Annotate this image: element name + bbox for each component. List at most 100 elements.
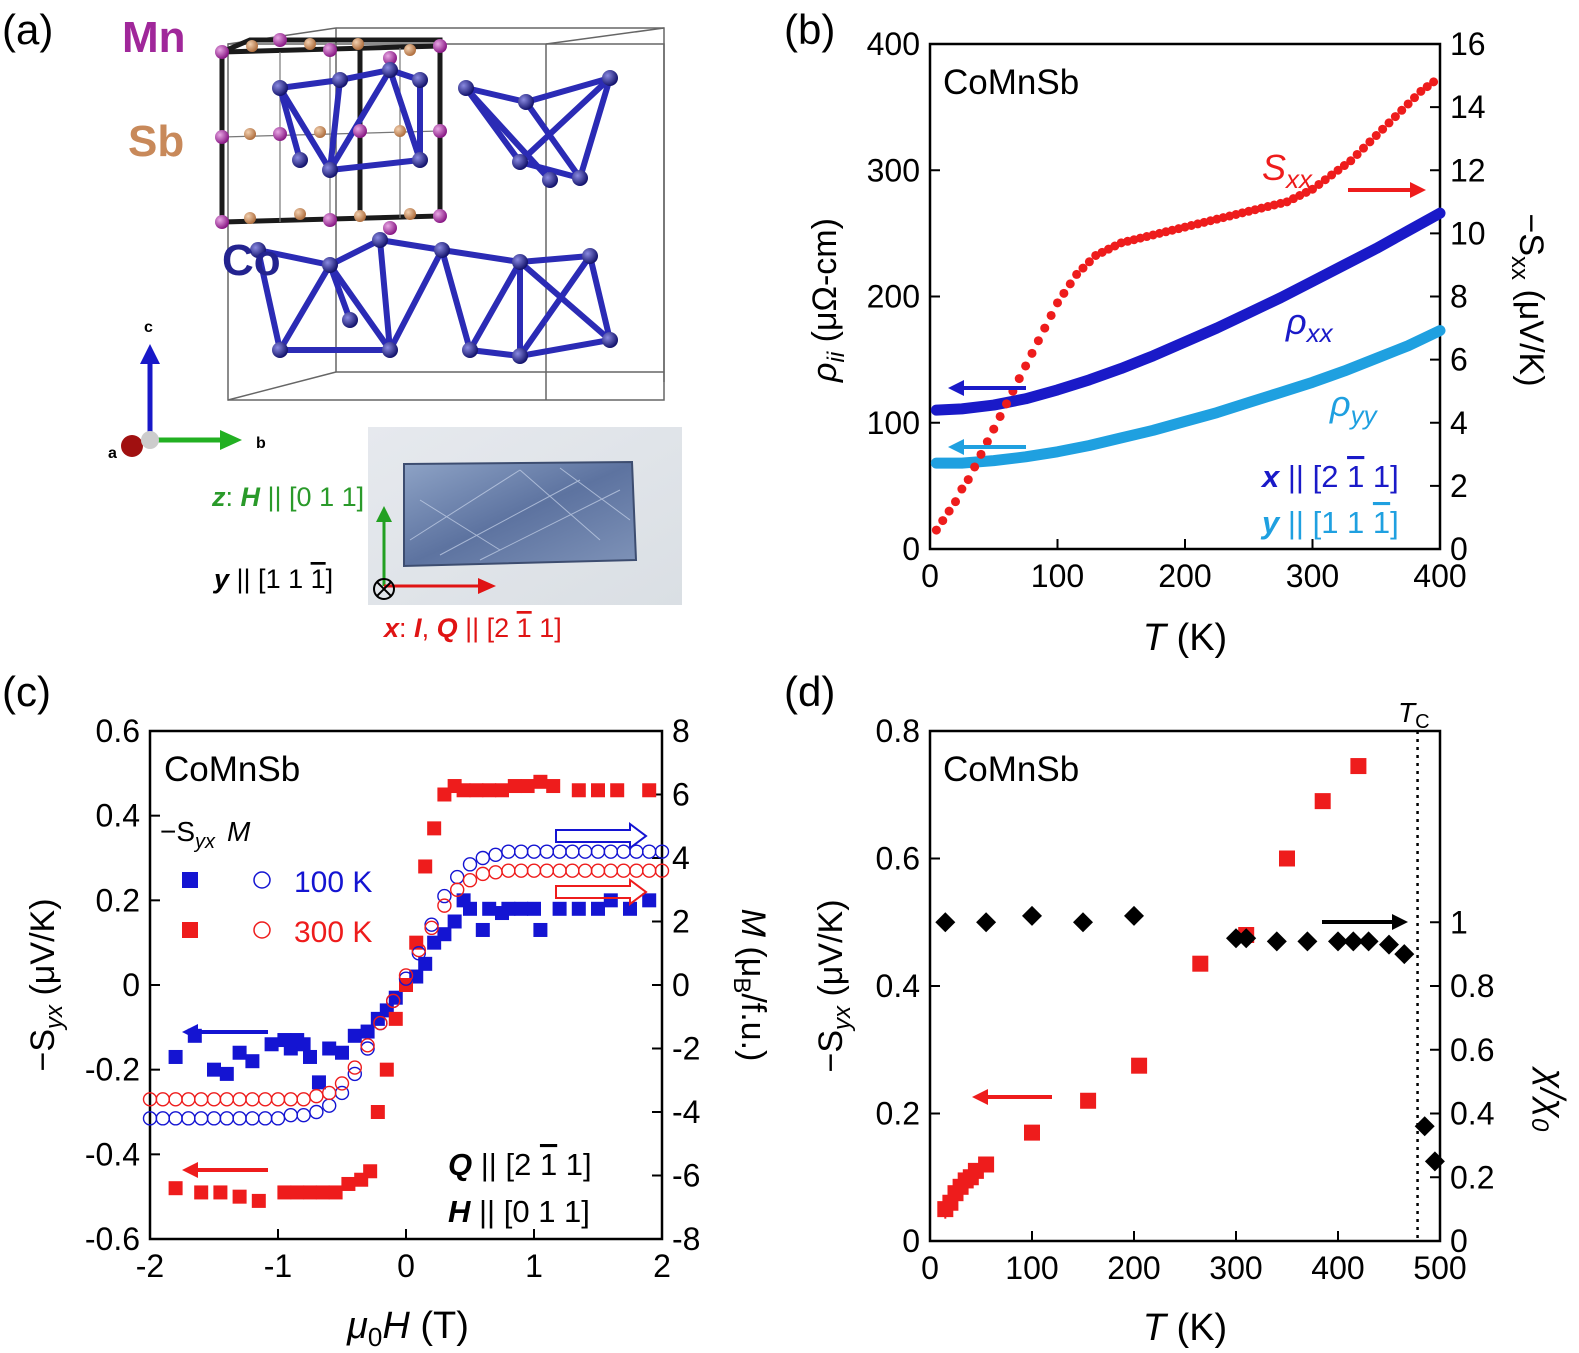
syx-point [245, 1054, 260, 1069]
sxx-point [1403, 99, 1413, 109]
m-point [514, 844, 529, 859]
syx-point [379, 1062, 394, 1077]
z-direction-label: z: H || [0 1 1] [211, 482, 364, 512]
sxx-point [1308, 184, 1317, 194]
m-point [590, 863, 606, 878]
x-axis-title: T (K) [1143, 617, 1227, 659]
y-tick-label: 0.2 [876, 1096, 920, 1132]
m-point [360, 1038, 375, 1053]
y-tick-label: 0.4 [96, 798, 140, 834]
y2-tick-label: 8 [1450, 279, 1468, 315]
y-tick-label: -0.4 [85, 1136, 140, 1172]
syx-point [251, 1193, 266, 1208]
x-tick-label: 400 [1413, 558, 1466, 594]
sxx-point [1021, 361, 1031, 371]
panel-b-label: (b) [784, 6, 835, 53]
y2-tick-label: 0 [1450, 1223, 1468, 1259]
sxx-point [1397, 105, 1407, 115]
syx-point [213, 1185, 228, 1200]
m-point [283, 1092, 298, 1107]
plot-frame [928, 729, 1442, 1243]
y2-tick-label: 4 [672, 840, 690, 876]
syx-point [507, 779, 522, 794]
y2-tick-label: 0.8 [1450, 968, 1494, 1004]
m-point [398, 968, 414, 983]
y2-tick-label: 6 [1450, 342, 1468, 378]
m-point [424, 917, 439, 932]
sxx-point [951, 497, 960, 507]
sxx-point [1040, 323, 1050, 333]
y-tick-label: 0 [122, 967, 140, 1003]
syx-point [546, 779, 561, 794]
m-point [219, 1111, 235, 1126]
y2-axis-title: −Sxx (μV/K) [1506, 213, 1550, 386]
y-tick-label: 100 [867, 405, 920, 441]
m-point [347, 1060, 362, 1075]
m-point [309, 1088, 324, 1104]
chi-point [1414, 1116, 1435, 1137]
axis-triad: c b a [108, 319, 266, 462]
sxx-point [1378, 124, 1388, 134]
sxx-point [982, 437, 992, 447]
sxx-point [1327, 170, 1337, 180]
y2-axis-title: M (μB/f.u.) [728, 909, 772, 1062]
sxx-point [1065, 279, 1075, 289]
data-marks [142, 774, 670, 1208]
sxx-point [1346, 156, 1356, 166]
panel-a-crystal: (a) [2, 6, 682, 643]
y2-tick-label: -2 [672, 1031, 700, 1067]
y-direction-label: y || [1 1 1] [212, 564, 333, 594]
data-marks [935, 731, 1445, 1241]
syx-point [475, 922, 490, 937]
sxx-point [1429, 77, 1439, 87]
x-tick-label: -1 [264, 1248, 292, 1284]
m-point [450, 869, 465, 885]
syx-point [303, 1049, 317, 1064]
m-point [616, 844, 631, 859]
y-tick-label: 0.6 [876, 841, 920, 877]
legend-marker-300k-syx [182, 922, 198, 938]
syx-point [315, 1185, 330, 1200]
ticks: -2 -1 0 1 2 -0.6 -0.4 -0.2 0 0.2 0.4 0.6 -8 -6 -4 -2 0 2 4… [85, 713, 701, 1284]
syx-point [341, 1176, 356, 1191]
syx-point [520, 779, 535, 794]
chi-point [1328, 931, 1348, 952]
m-point [270, 1111, 286, 1126]
m-point [424, 920, 439, 936]
sxx-point [1416, 86, 1426, 96]
y2-tick-label: 8 [672, 713, 690, 749]
m-point [654, 844, 670, 859]
chi-point [976, 912, 997, 933]
m-point [193, 1092, 209, 1107]
m-point [168, 1092, 183, 1107]
m-point [501, 863, 516, 878]
m-point [603, 863, 618, 878]
m-point [206, 1111, 222, 1126]
m-point [552, 863, 567, 878]
m-point [258, 1111, 273, 1126]
syx-point [296, 1037, 311, 1052]
x-axis-title: T (K) [1143, 1307, 1227, 1349]
syx-point [469, 783, 484, 798]
y2-tick-label: 4 [1450, 405, 1468, 441]
sxx-point [1314, 179, 1324, 189]
m-point [360, 1041, 375, 1056]
syx-point [370, 1105, 385, 1119]
x-tick-label: -2 [136, 1248, 164, 1284]
panel-b-chart: (b) 0 100 200 300 40001002003004000246810121… [784, 6, 1550, 659]
m-point [219, 1092, 235, 1107]
x-tick-label: 0 [921, 1250, 939, 1286]
syx-point [482, 901, 497, 916]
sxx-point [1078, 263, 1088, 273]
y2-tick-label: -8 [672, 1221, 700, 1257]
y-tick-label: 0 [902, 1223, 920, 1259]
m-point [232, 1092, 247, 1107]
y2-tick-label: -6 [672, 1158, 700, 1194]
syx-point [418, 956, 433, 971]
x-tick-label: 300 [1286, 558, 1339, 594]
y2-tick-label: 2 [1450, 468, 1468, 504]
syx-point [527, 901, 541, 916]
syx-point [363, 1164, 378, 1179]
syx-point [514, 901, 529, 916]
syx-point [311, 1075, 326, 1090]
